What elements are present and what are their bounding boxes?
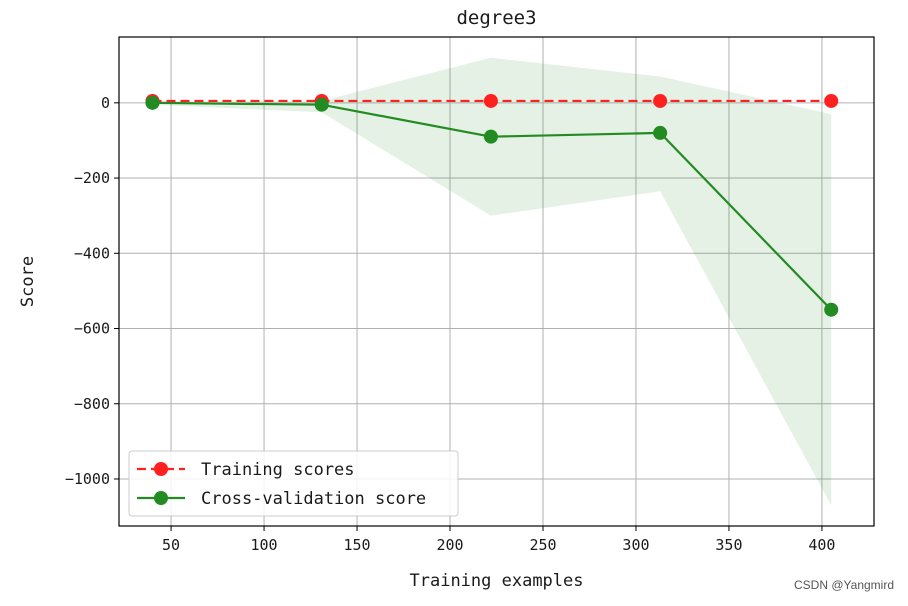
y-tick-label: −600 [74,320,110,338]
series-0-point [653,93,668,108]
series-0-point [483,93,498,108]
legend-box [128,450,459,517]
series-0-point [824,93,839,108]
y-tick-label: −200 [74,169,110,187]
x-tick-label: 150 [343,536,370,554]
legend-marker-0 [154,462,168,476]
x-tick-label: 100 [251,536,278,554]
x-tick-label: 50 [162,536,180,554]
x-tick-label: 200 [436,536,463,554]
legend: Training scores Cross-validation score [128,450,459,517]
series-1-point [145,95,160,110]
legend-marker-1 [154,491,168,505]
series-1-point [653,125,668,140]
y-tick-label: −400 [74,244,110,262]
confidence-bands [152,57,832,506]
y-tick-label: −1000 [65,470,110,488]
x-tick-label: 350 [715,536,742,554]
series-markers [145,93,839,317]
x-tick-label: 300 [622,536,649,554]
y-tick-label: −800 [74,395,110,413]
legend-entries: Training scores Cross-validation score [137,460,426,509]
axis-ticks: 50 100 150 200 250 300 350 400 0 −200 −400 −600 −800… [65,94,836,554]
y-axis-title: Score [18,256,38,307]
chart-title: degree3 [456,7,536,29]
plot-frame [118,36,875,527]
grid-lines [119,37,874,526]
legend-label-0: Training scores [201,460,355,480]
watermark: CSDN @Yangmird [794,578,894,592]
x-axis-title: Training examples [410,571,584,591]
legend-label-1: Cross-validation score [201,489,426,509]
x-tick-label: 250 [529,536,556,554]
series-1-point [314,97,329,112]
y-tick-label: 0 [101,94,110,112]
confidence-band-1 [152,57,832,506]
series-1-point [483,129,498,144]
series-1-point [824,302,839,317]
x-tick-label: 400 [808,536,835,554]
